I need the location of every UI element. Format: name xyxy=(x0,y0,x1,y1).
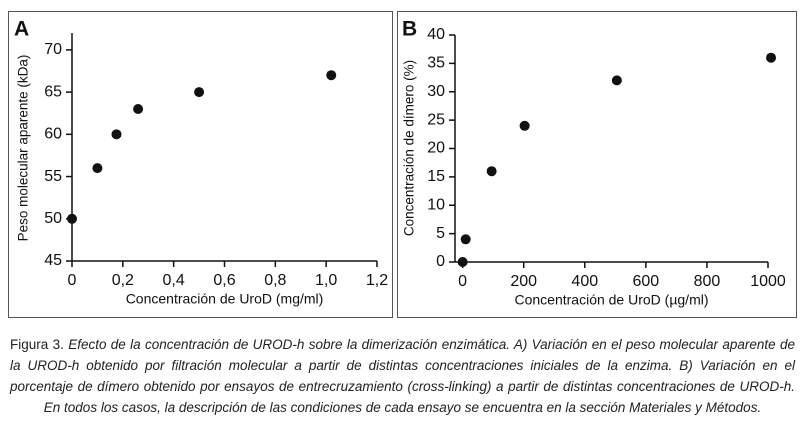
y-tick-label: 60 xyxy=(44,126,62,143)
y-tick-label: 10 xyxy=(427,196,445,213)
y-axis-title: Peso molecular aparente (kDa) xyxy=(16,55,31,242)
data-point xyxy=(766,52,777,63)
y-tick-label: 45 xyxy=(44,252,62,269)
y-tick-label: 65 xyxy=(44,83,62,100)
y-tick-label: 5 xyxy=(436,225,445,242)
data-point xyxy=(486,166,497,177)
data-point xyxy=(133,104,144,114)
x-tick-label: 0,2 xyxy=(112,272,134,289)
x-axis-title: Concentración de UroD (µg/ml) xyxy=(514,292,708,308)
y-tick-label: 70 xyxy=(44,41,62,58)
x-tick-label: 0,8 xyxy=(264,272,286,289)
data-point xyxy=(92,163,103,174)
x-tick-label: 1,0 xyxy=(315,272,337,289)
y-tick-label: 0 xyxy=(436,253,445,270)
x-tick-label: 200 xyxy=(510,273,537,290)
y-tick-label: 50 xyxy=(44,210,62,227)
data-point xyxy=(457,257,468,267)
data-point xyxy=(326,70,337,81)
x-tick-label: 1,2 xyxy=(366,272,388,289)
caption: Figura 3. Efecto de la concentración de … xyxy=(10,334,795,418)
y-tick-label: 40 xyxy=(427,26,445,43)
x-tick-label: 0,4 xyxy=(163,272,185,289)
panel-label: A xyxy=(14,18,29,41)
x-axis-title: Concentración de UroD (mg/ml) xyxy=(126,291,324,307)
y-tick-label: 35 xyxy=(427,55,445,72)
data-point xyxy=(519,120,530,131)
data-point xyxy=(194,87,205,98)
x-tick-label: 600 xyxy=(633,273,660,290)
x-tick-label: 0 xyxy=(68,272,77,289)
data-point xyxy=(460,234,471,245)
x-tick-label: 800 xyxy=(694,273,721,290)
caption-text: Efecto de la concentración de UROD-h sob… xyxy=(10,337,795,415)
x-tick-label: 0 xyxy=(458,273,467,290)
y-tick-label: 25 xyxy=(427,111,445,128)
y-tick-label: 15 xyxy=(427,168,445,185)
panel-frame xyxy=(8,11,393,318)
data-point xyxy=(111,129,122,140)
y-tick-label: 30 xyxy=(427,83,445,100)
y-tick-label: 20 xyxy=(427,140,445,157)
panel-frame xyxy=(397,11,797,318)
caption-label: Figura 3. xyxy=(10,337,64,352)
y-tick-label: 55 xyxy=(44,168,62,185)
panel-label: B xyxy=(402,18,417,41)
x-tick-label: 0,6 xyxy=(213,272,235,289)
data-point xyxy=(67,213,77,224)
y-axis-title: Concentración de dímero (%) xyxy=(402,60,417,236)
data-point xyxy=(611,75,622,86)
x-tick-label: 400 xyxy=(571,273,598,290)
x-tick-label: 1000 xyxy=(750,273,786,290)
